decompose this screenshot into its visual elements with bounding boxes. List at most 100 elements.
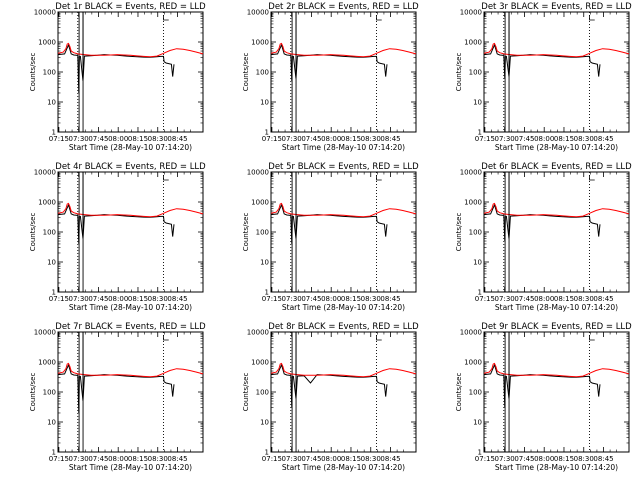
detector-chart-4: Det 4r BLACK = Events, RED = LLD 1 10 100 10… (29, 162, 206, 312)
x-tick-label: 07:30 (495, 455, 515, 463)
x-tick-label: 08:00 (108, 135, 128, 143)
top-step-marker (376, 335, 382, 341)
x-tick-label: 07:45 (514, 455, 534, 463)
x-tick-label: 08:45 (380, 135, 400, 143)
x-tick-label: 08:30 (574, 295, 594, 303)
y-tick-label: 100 (256, 389, 269, 397)
y-axis-label: Counts/sec (242, 53, 250, 92)
x-tick-label: 08:30 (361, 295, 381, 303)
plot-frame (483, 11, 630, 133)
x-tick-label: 07:15 (262, 135, 282, 143)
y-tick-label: 1000 (38, 199, 56, 207)
x-axis-label: Start Time (28-May-10 07:14:20) (282, 143, 405, 152)
y-tick-label: 1000 (464, 359, 482, 367)
series-line-events (483, 203, 601, 242)
x-tick-label: 08:45 (593, 295, 613, 303)
series-line-lld (270, 202, 417, 218)
series-line-lld (57, 362, 204, 378)
x-axis-label: Start Time (28-May-10 07:14:20) (282, 303, 405, 312)
y-tick-label: 1000 (251, 359, 269, 367)
x-tick-label: 07:15 (475, 455, 495, 463)
x-tick-label: 08:30 (361, 455, 381, 463)
series-line-events (270, 203, 388, 244)
y-tick-label: 100 (43, 389, 56, 397)
y-tick-label: 100 (469, 229, 482, 237)
top-step-marker (589, 15, 595, 21)
x-axis-label: Start Time (28-May-10 07:14:20) (69, 463, 192, 472)
x-tick-label: 08:30 (574, 135, 594, 143)
y-axis-label: Counts/sec (455, 53, 463, 92)
y-tick-label: 1 (52, 289, 56, 297)
x-tick-label: 08:00 (534, 135, 554, 143)
x-tick-label: 07:30 (282, 135, 302, 143)
x-tick-label: 08:30 (148, 135, 168, 143)
detector-chart-2: Det 2r BLACK = Events, RED = LLD 1 10 100 10… (242, 2, 419, 152)
y-tick-label: 10 (260, 259, 269, 267)
chart-title: Det 1r BLACK = Events, RED = LLD (55, 2, 206, 12)
series-line-events (57, 363, 175, 414)
series-line-events (57, 203, 175, 244)
series-line-lld (270, 42, 417, 58)
series-line-lld (483, 42, 630, 58)
x-tick-label: 07:15 (49, 295, 69, 303)
series-line-lld (270, 362, 417, 378)
x-axis-label: Start Time (28-May-10 07:14:20) (69, 303, 192, 312)
x-tick-label: 08:00 (534, 455, 554, 463)
x-tick-label: 07:15 (262, 455, 282, 463)
chart-title: Det 5r BLACK = Events, RED = LLD (268, 162, 419, 172)
detector-chart-7: Det 7r BLACK = Events, RED = LLD 1 10 100 10… (29, 322, 206, 472)
y-tick-label: 1000 (464, 199, 482, 207)
x-tick-label: 07:45 (514, 135, 534, 143)
x-axis-label: Start Time (28-May-10 07:14:20) (495, 143, 618, 152)
x-tick-label: 07:30 (495, 295, 515, 303)
x-tick-label: 08:15 (554, 295, 574, 303)
y-axis-label: Counts/sec (242, 213, 250, 252)
series-line-lld (483, 202, 630, 218)
series-line-events (57, 43, 175, 94)
x-tick-label: 08:45 (380, 295, 400, 303)
y-tick-label: 1 (478, 289, 482, 297)
x-tick-label: 07:30 (282, 295, 302, 303)
x-tick-label: 08:15 (128, 455, 148, 463)
y-tick-label: 1 (265, 449, 269, 457)
y-axis-label: Counts/sec (242, 373, 250, 412)
series-line-events (270, 43, 388, 82)
y-tick-label: 1000 (38, 39, 56, 47)
x-tick-label: 08:30 (574, 455, 594, 463)
x-tick-label: 08:00 (321, 455, 341, 463)
detector-chart-6: Det 6r BLACK = Events, RED = LLD 1 10 100 10… (455, 162, 632, 312)
series-line-lld (57, 202, 204, 218)
x-tick-label: 08:00 (321, 135, 341, 143)
y-tick-label: 100 (469, 389, 482, 397)
x-tick-label: 08:45 (593, 455, 613, 463)
x-tick-label: 07:45 (301, 135, 321, 143)
y-tick-label: 100 (43, 69, 56, 77)
top-step-marker (163, 175, 169, 181)
x-tick-label: 07:45 (301, 455, 321, 463)
top-step-marker (163, 335, 169, 341)
x-tick-label: 07:30 (69, 295, 89, 303)
y-tick-label: 10 (473, 419, 482, 427)
y-axis-label: Counts/sec (29, 213, 37, 252)
y-tick-label: 10000 (247, 169, 269, 177)
top-step-marker (376, 175, 382, 181)
plot-frame (270, 171, 417, 293)
detector-chart-8: Det 8r BLACK = Events, RED = LLD 1 10 100 10… (242, 322, 419, 472)
y-tick-label: 10000 (34, 169, 56, 177)
x-tick-label: 08:15 (341, 135, 361, 143)
y-tick-label: 10000 (460, 329, 482, 337)
x-axis-label: Start Time (28-May-10 07:14:20) (282, 463, 405, 472)
y-tick-label: 10000 (460, 9, 482, 17)
x-tick-label: 08:30 (148, 455, 168, 463)
x-tick-label: 07:45 (514, 295, 534, 303)
x-axis-label: Start Time (28-May-10 07:14:20) (495, 463, 618, 472)
detector-chart-3: Det 3r BLACK = Events, RED = LLD 1 10 100 10… (455, 2, 632, 152)
y-axis-label: Counts/sec (455, 373, 463, 412)
x-tick-label: 07:30 (282, 455, 302, 463)
y-tick-label: 1000 (251, 39, 269, 47)
y-tick-label: 10000 (460, 169, 482, 177)
y-tick-label: 1 (478, 129, 482, 137)
series-line-events (483, 363, 601, 408)
y-tick-label: 10 (260, 99, 269, 107)
